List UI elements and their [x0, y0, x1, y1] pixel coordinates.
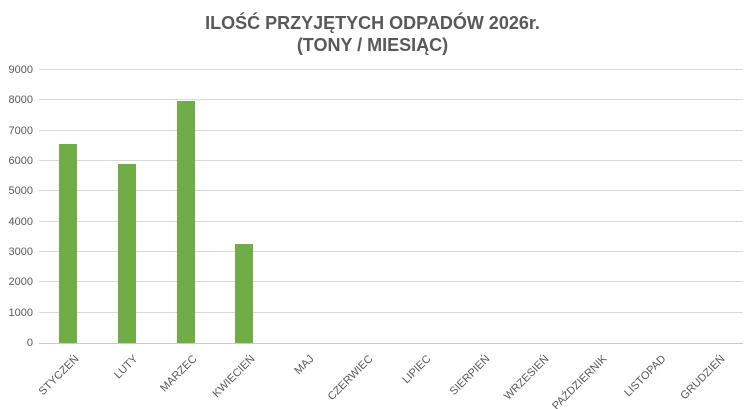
y-tick-label-7000: 7000: [8, 124, 33, 137]
y-tick-label-9000: 9000: [8, 64, 33, 76]
gridline-3000: [39, 251, 743, 252]
x-axis-line: [39, 343, 743, 344]
y-tick-label-8000: 8000: [8, 94, 33, 107]
bar-4-kwiecień: [235, 244, 254, 343]
gridline-1000: [39, 311, 743, 313]
y-tick-label-5000: 5000: [8, 185, 33, 198]
bar-3-marzec: [176, 101, 195, 343]
y-tick-label-2000: 2000: [8, 276, 33, 289]
gridline-8000: [39, 99, 743, 101]
x-tick-label-1: STYCZEŃ: [37, 353, 82, 398]
chart-title-block: ILOŚĆ PRZYJĘTYCH ODPADÓW 2026r. (TONY / …: [0, 12, 745, 56]
y-tick-label-4000: 4000: [8, 215, 33, 228]
y-axis-labels: 0 1000 2000 3000 4000 5000 6000 7000 8000 9000: [0, 64, 33, 349]
gridline-2000: [39, 281, 743, 283]
gridline-7000: [39, 129, 743, 131]
y-tick-label-1000: 1000: [8, 306, 33, 319]
x-axis-labels: STYCZEŃ LUTY MARZEC KWIECIEŃ MAJ CZERWIEC LIPI…: [37, 343, 743, 409]
bar-2-luty: [118, 164, 136, 343]
gridline-5000: [39, 190, 743, 192]
y-tick-label-6000: 6000: [8, 155, 33, 167]
gridline-6000: [39, 160, 743, 161]
gridline-4000: [39, 220, 743, 222]
chart-subtitle: (TONY / MIESIĄC): [296, 35, 449, 55]
y-tick-label-3000: 3000: [8, 246, 33, 258]
plot-area: [39, 69, 743, 344]
y-tick-label-0: 0: [26, 337, 33, 349]
gridline-9000: [39, 69, 743, 70]
chart-title: ILOŚĆ PRZYJĘTYCH ODPADÓW 2026r.: [205, 13, 540, 33]
bar-1-styczeń: [59, 144, 78, 343]
